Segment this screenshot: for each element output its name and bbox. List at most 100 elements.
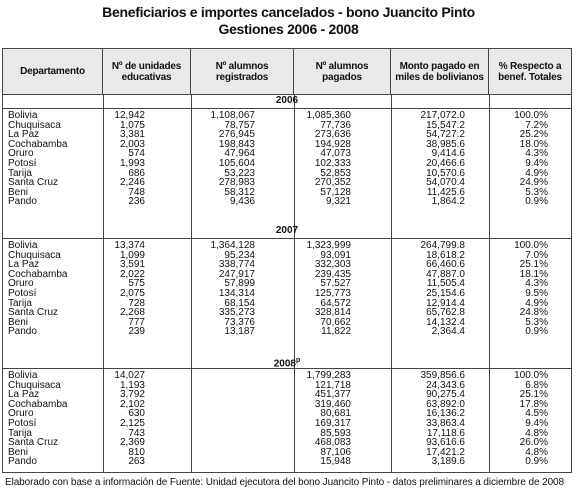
department-cell: Pando [8,196,37,208]
table-row: Potosí 2,125 169,317 33,863.4 9.4% [3,419,571,429]
value-cell: 728 [128,297,145,309]
value-cell: 18,618.2 [426,249,465,261]
department-cell: Cochabamba [8,138,68,150]
value-cell: 11,822 [321,326,351,338]
table-row: La Paz 3,792 451,377 90,275.4 25.1% [3,390,571,400]
value-cell: 1,075 [119,119,145,131]
value-cell: 169,317 [314,418,351,429]
header-departamento: Departamento [3,49,103,94]
department-cell: Beni [8,186,29,198]
value-cell: 4.8% [525,446,548,458]
value-cell: 4.8% [525,427,548,439]
value-cell: 630 [128,408,145,420]
value-cell: 748 [128,186,145,198]
value-cell: 194,928 [314,138,351,150]
value-cell: 17,421.2 [426,446,465,458]
header-porcentaje: % Respecto a benef. Totales [498,60,562,83]
value-cell: 14,027 [114,370,145,381]
department-cell: Chuquisaca [8,249,61,261]
department-cell: Beni [8,446,29,458]
value-cell: 93,616.6 [426,437,465,449]
value-cell: 1,364,128 [210,240,256,251]
department-cell: Oruro [8,408,34,420]
value-cell: 90,275.4 [426,389,465,401]
value-cell: 102,333 [314,158,351,169]
department-cell: Tarija [8,167,32,179]
value-cell: 18.1% [519,268,548,280]
table-row: Bolivia 12,942 1,108,067 1,085,360 217,072.0… [3,111,571,121]
year-heading: 2008p [3,355,571,369]
department-cell: Potosí [8,418,37,429]
value-cell: 9,436 [229,196,255,208]
column-divider [191,94,192,473]
value-cell: 2,369 [119,437,145,449]
value-cell: 264,799.8 [420,240,466,251]
header-unidades: Nº de unidades educativas [103,49,191,94]
department-cell: La Paz [8,259,40,271]
value-cell: 278,983 [218,177,255,189]
value-cell: 100.0% [514,370,548,381]
value-cell: 1,099 [119,249,145,261]
value-cell: 4.9% [525,297,548,309]
value-cell: 810 [128,446,145,458]
value-cell: 263 [128,456,145,468]
value-cell: 24.9% [519,177,548,189]
table-row: Santa Cruz 2,268 335,273 328,814 65,762.8 24.… [3,308,571,318]
department-cell: Chuquisaca [8,379,61,391]
value-cell: 78,757 [224,119,255,131]
value-cell: 686 [128,167,145,179]
department-cell: Bolivia [8,240,38,251]
value-cell: 4.3% [525,148,548,160]
table-row: Tarija 743 85,593 17,118.6 4.8% [3,427,571,439]
value-cell: 100.0% [514,240,548,251]
value-cell: 125,773 [314,288,351,299]
value-cell: 217,072.0 [420,110,466,121]
department-cell: Santa Cruz [8,177,59,189]
value-cell: 276,945 [218,129,255,141]
value-cell: 53,223 [224,167,255,179]
table-row: Tarija 686 53,223 52,853 10,570.6 4.9% [3,167,571,179]
value-cell: 63,892.0 [426,398,465,410]
value-cell: 54,070.4 [426,177,465,189]
value-cell: 2,125 [119,418,145,429]
department-cell: Pando [8,456,37,468]
department-cell: Bolivia [8,110,38,121]
value-cell: 319,460 [314,398,351,410]
value-cell: 38,985.6 [426,138,465,150]
value-cell: 66,460.6 [426,259,465,271]
value-cell: 33,863.4 [426,418,465,429]
value-cell: 57,128 [320,186,351,198]
data-table: Departamento Nº de unidades educativas N… [2,48,572,473]
value-cell: 1,085,360 [306,110,352,121]
value-cell: 47,073 [320,148,351,160]
table-row: La Paz 3,591 338,774 332,303 66,460.6 25.1% [3,260,571,270]
department-cell: Bolivia [8,370,38,381]
value-cell: 20,466.6 [426,158,465,169]
value-cell: 17.8% [519,398,548,410]
value-cell: 1,864.2 [431,196,465,208]
table-row: Bolivia 13,374 1,364,128 1,323,999 264,799.8… [3,241,571,251]
value-cell: 25,154.6 [426,288,465,299]
value-cell: 15,547.2 [426,119,465,131]
table-row: Tarija 728 68,154 64,572 12,914.4 4.9% [3,297,571,309]
table-row: Chuquisaca 1,075 78,757 77,736 15,547.2 7.2% [3,119,571,131]
value-cell: 2,022 [119,268,145,280]
value-cell: 87,106 [320,446,351,458]
table-row: Cochabamba 2,102 319,460 63,892.0 17.8% [3,398,571,410]
table-row: Oruro 574 47,964 47,073 9,414.6 4.3% [3,149,571,159]
value-cell: 18.0% [519,138,548,150]
table-header: Departamento Nº de unidades educativas N… [3,49,571,95]
table-row: Chuquisaca 1,099 95,234 93,091 18,618.2 7.0% [3,249,571,261]
value-cell: 332,303 [314,259,351,271]
table-title: Beneficiarios e importes cancelados - bo… [102,4,475,20]
value-cell: 468,083 [314,437,351,449]
value-cell: 2,364.4 [431,326,465,338]
department-cell: Santa Cruz [8,437,59,449]
value-cell: 73,376 [224,316,255,328]
value-cell: 2,246 [119,177,145,189]
value-cell: 1,108,067 [210,110,256,121]
table-row: Pando 239 13,187 11,822 2,364.4 0.9% [3,327,571,337]
department-cell: Oruro [8,278,34,290]
header-monto: Monto pagado en miles de bolivianos [391,49,489,94]
value-cell: 57,527 [320,278,351,290]
